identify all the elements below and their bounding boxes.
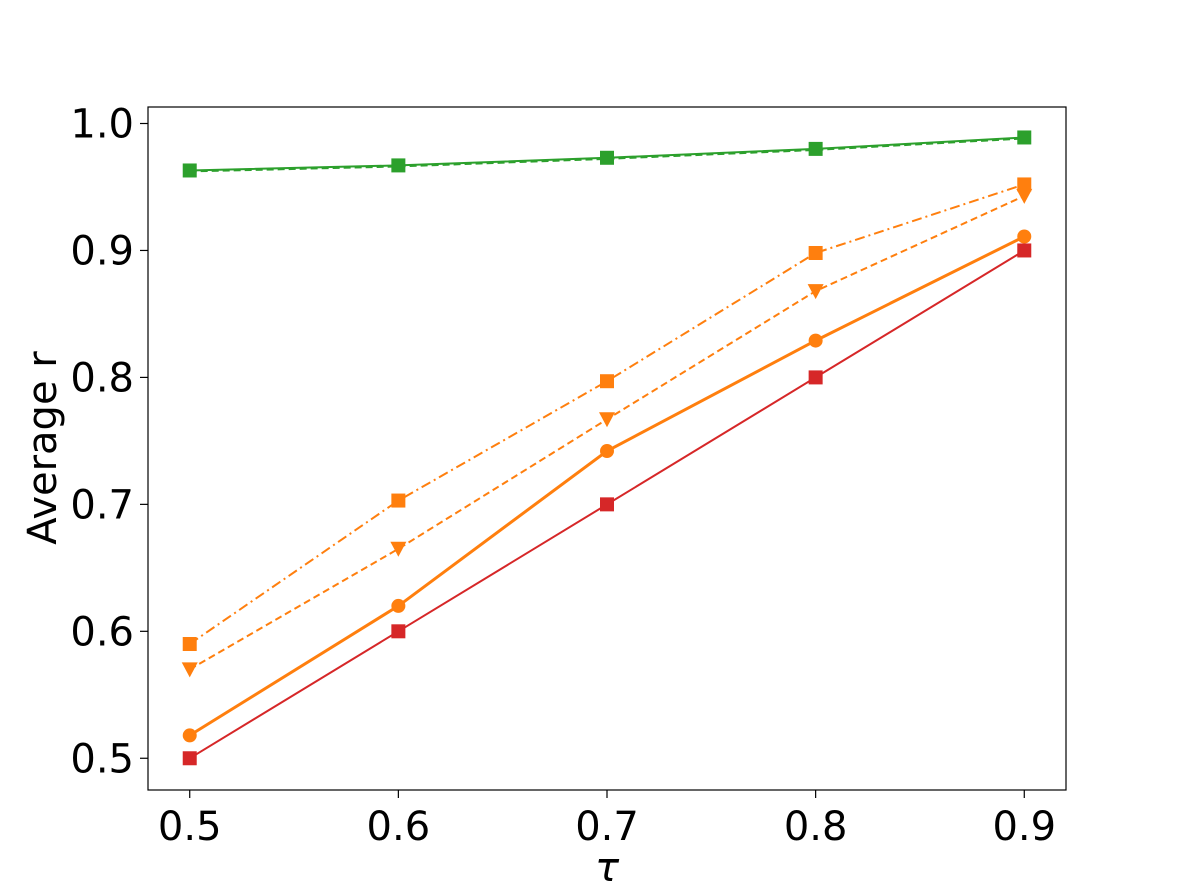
x-tick-label: 0.8 xyxy=(784,804,848,850)
x-axis: 0.5 0.6 0.7 0.8 0.9 xyxy=(158,790,1056,850)
series-line-2 xyxy=(189,137,1025,173)
data-point xyxy=(390,541,407,557)
data-point xyxy=(182,637,197,652)
data-point xyxy=(600,444,614,459)
data-point xyxy=(391,158,406,173)
data-point xyxy=(391,624,406,639)
data-point xyxy=(182,728,197,743)
x-tick-label: 0.6 xyxy=(367,804,431,850)
y-tick-label: 0.7 xyxy=(70,482,134,528)
y-tick-label: 0.5 xyxy=(70,736,134,782)
data-point xyxy=(182,163,197,178)
data-point xyxy=(599,412,615,428)
y-axis-label: Average r xyxy=(20,351,66,545)
data-point xyxy=(808,245,823,260)
data-point xyxy=(1017,177,1032,192)
data-point xyxy=(807,284,824,300)
data-point xyxy=(600,497,614,512)
data-point xyxy=(391,598,406,613)
data-point xyxy=(1017,243,1032,258)
x-tick-label: 0.7 xyxy=(575,804,639,850)
data-point xyxy=(1017,229,1032,244)
data-point xyxy=(181,662,198,678)
data-point xyxy=(1017,130,1032,145)
series-line-3 xyxy=(189,183,1025,645)
y-tick-label: 0.8 xyxy=(70,355,134,401)
data-point xyxy=(600,374,614,389)
y-axis: 0.5 0.6 0.7 0.8 0.9 1.0 xyxy=(70,102,148,782)
x-tick-label: 0.5 xyxy=(158,804,222,850)
data-point xyxy=(182,751,197,766)
data-point xyxy=(808,333,823,348)
series-layer xyxy=(181,130,1033,766)
y-tick-label: 0.9 xyxy=(70,228,134,274)
data-point xyxy=(600,150,614,165)
x-axis-label: τ xyxy=(595,845,620,888)
data-point xyxy=(391,493,406,508)
y-tick-label: 0.6 xyxy=(70,609,134,655)
x-tick-label: 0.9 xyxy=(992,804,1056,850)
data-point xyxy=(808,370,823,385)
data-point xyxy=(1016,188,1033,204)
data-point xyxy=(808,141,823,156)
y-tick-label: 1.0 xyxy=(70,102,134,148)
